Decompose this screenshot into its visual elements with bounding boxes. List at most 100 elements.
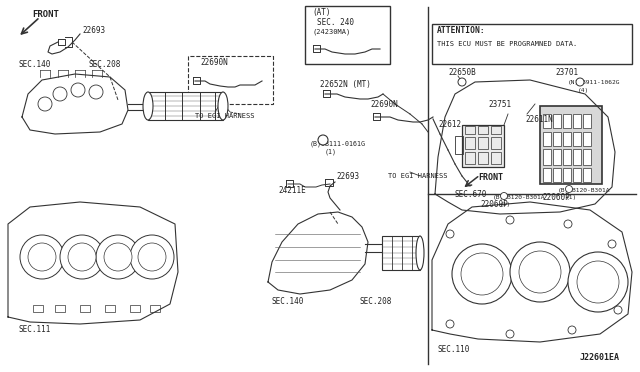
Circle shape (446, 320, 454, 328)
Circle shape (510, 242, 570, 302)
Text: 22652N (MT): 22652N (MT) (320, 80, 371, 89)
Circle shape (138, 243, 166, 271)
Circle shape (500, 192, 508, 199)
Text: FRONT: FRONT (478, 173, 503, 182)
Circle shape (89, 85, 103, 99)
Bar (553, 114, 561, 128)
Bar (573, 132, 581, 146)
Text: (1): (1) (325, 149, 337, 155)
Circle shape (130, 235, 174, 279)
Bar (583, 114, 591, 128)
Bar (491, 126, 501, 134)
Bar (305, 6, 390, 64)
Circle shape (60, 235, 104, 279)
Bar (553, 132, 561, 146)
Bar (563, 149, 571, 165)
Bar (491, 137, 501, 149)
Text: 22611N: 22611N (525, 115, 553, 124)
Ellipse shape (143, 92, 153, 120)
Circle shape (96, 235, 140, 279)
Bar (540, 106, 602, 184)
Text: FRONT: FRONT (32, 10, 59, 19)
Circle shape (564, 220, 572, 228)
Text: 22693: 22693 (82, 26, 105, 35)
Bar (80, 305, 90, 312)
Text: (1): (1) (500, 202, 511, 206)
Circle shape (68, 243, 96, 271)
Text: SEC. 240: SEC. 240 (317, 17, 354, 26)
Bar (462, 125, 504, 167)
Bar (543, 114, 551, 128)
Bar (573, 168, 581, 182)
Bar (583, 168, 591, 182)
Bar (432, 24, 632, 64)
Text: SEC.110: SEC.110 (438, 346, 470, 355)
Bar (553, 168, 561, 182)
Bar (563, 168, 571, 182)
Text: SEC.140: SEC.140 (272, 298, 305, 307)
Circle shape (577, 261, 619, 303)
Polygon shape (432, 202, 632, 342)
Bar (478, 137, 488, 149)
Text: 22693: 22693 (336, 171, 359, 180)
Bar (382, 236, 420, 270)
Bar (465, 152, 475, 164)
Bar (583, 149, 591, 165)
Text: TO EGI HARNESS: TO EGI HARNESS (388, 173, 447, 179)
Text: SEC.140: SEC.140 (18, 60, 51, 68)
Text: SEC.208: SEC.208 (360, 298, 392, 307)
Circle shape (461, 253, 503, 295)
Bar (543, 168, 551, 182)
Circle shape (614, 306, 622, 314)
Text: 22060P: 22060P (480, 199, 508, 208)
Bar (465, 137, 475, 149)
Polygon shape (268, 212, 368, 294)
Circle shape (20, 235, 64, 279)
Circle shape (452, 244, 512, 304)
Text: 24211E: 24211E (278, 186, 306, 195)
Text: SEC.208: SEC.208 (88, 60, 120, 68)
Circle shape (458, 78, 466, 86)
Text: (4): (4) (578, 87, 589, 93)
Bar (491, 152, 501, 164)
Bar (553, 149, 561, 165)
Text: (N)0B911-1062G: (N)0B911-1062G (568, 80, 621, 84)
Bar (563, 132, 571, 146)
Circle shape (506, 216, 514, 224)
Bar (583, 132, 591, 146)
Bar (573, 149, 581, 165)
Circle shape (506, 330, 514, 338)
Bar (543, 149, 551, 165)
Circle shape (53, 87, 67, 101)
Text: 22060P: 22060P (542, 192, 570, 202)
Bar (563, 114, 571, 128)
Circle shape (568, 252, 628, 312)
Ellipse shape (416, 236, 424, 270)
Circle shape (38, 97, 52, 111)
Circle shape (446, 230, 454, 238)
Bar (105, 305, 115, 312)
Bar (33, 305, 43, 312)
Text: SEC.670: SEC.670 (455, 189, 488, 199)
Circle shape (318, 135, 328, 145)
Bar (543, 132, 551, 146)
Bar (148, 92, 223, 120)
Text: SEC.111: SEC.111 (18, 326, 51, 334)
Text: ATTENTION:: ATTENTION: (437, 26, 486, 35)
Text: (B)0B120-B301A: (B)0B120-B301A (493, 195, 545, 199)
Text: 22690N: 22690N (370, 99, 397, 109)
Bar (465, 126, 475, 134)
Text: B: B (317, 138, 321, 142)
Text: 22650B: 22650B (448, 67, 476, 77)
Text: 22612: 22612 (438, 119, 461, 128)
Text: 23701: 23701 (555, 67, 578, 77)
Circle shape (566, 186, 573, 192)
Bar (455, 136, 463, 154)
Bar (573, 114, 581, 128)
Bar (55, 305, 65, 312)
Text: TO EGI HARNESS: TO EGI HARNESS (195, 113, 255, 119)
Circle shape (104, 243, 132, 271)
Circle shape (608, 240, 616, 248)
Circle shape (28, 243, 56, 271)
Bar (478, 152, 488, 164)
